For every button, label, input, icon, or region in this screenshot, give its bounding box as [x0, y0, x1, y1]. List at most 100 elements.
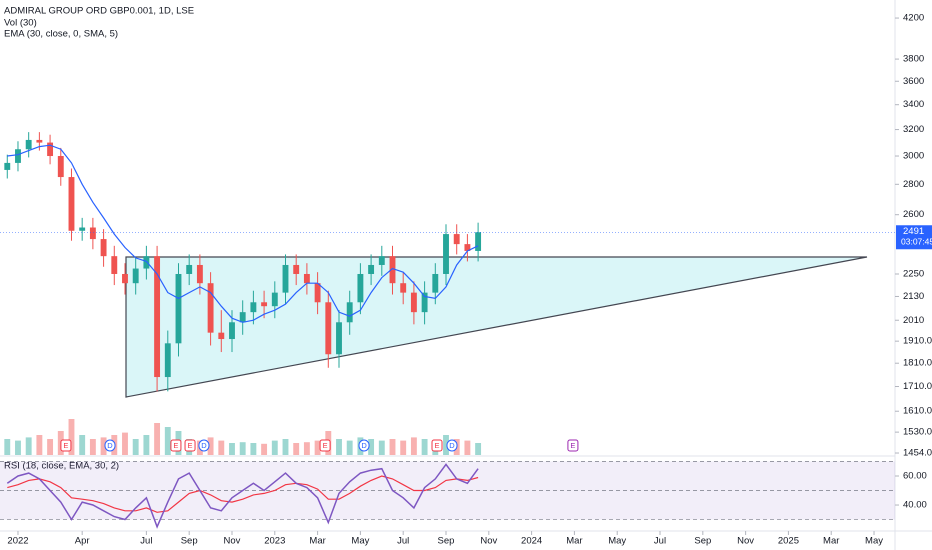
volume-bar [207, 437, 214, 455]
indicator-label: EMA (30, close, 0, SMA, 5) [4, 29, 118, 40]
candle-body [443, 234, 449, 274]
x-tick-label: 2024 [521, 536, 542, 547]
candle-body [229, 322, 235, 340]
candle-body [154, 256, 161, 378]
volume-bar [378, 440, 385, 455]
y-tick-label: 1610.0 [903, 406, 932, 417]
triangle-drawing [125, 256, 868, 398]
candle-body [271, 292, 278, 307]
y-tick-label: 3000 [903, 151, 924, 162]
y-tick-label: 1810.0 [903, 358, 932, 369]
candle-body [218, 332, 225, 340]
event-label: D [449, 441, 455, 450]
volume-bar [346, 440, 353, 455]
candle-body [68, 177, 75, 231]
candle-body [111, 256, 118, 274]
rsi-y-tick-label: 60.00 [903, 471, 927, 482]
event-marker [431, 439, 443, 452]
y-tick-label: 2010 [903, 315, 924, 326]
ema-line [7, 144, 479, 323]
event-marker [184, 439, 196, 452]
y-tick-label: 2250 [903, 269, 924, 280]
x-tick-label: Mar [566, 536, 582, 547]
y-tick-label: 4200 [903, 13, 924, 24]
volume-bar [421, 439, 428, 455]
volume-bar [239, 442, 246, 455]
volume-bar [132, 439, 139, 455]
volume-bar [410, 437, 417, 455]
y-tick-label: 1454.0 [903, 448, 932, 459]
candle-body [36, 139, 43, 143]
candle-body [293, 264, 300, 274]
candle-body [368, 264, 375, 274]
volume-bar [218, 440, 225, 455]
candle-body [164, 343, 171, 378]
candle-body [250, 302, 257, 313]
volume-bar [25, 437, 32, 455]
event-marker [319, 439, 331, 452]
volume-bar [464, 440, 471, 455]
event-marker [198, 439, 210, 452]
x-tick-label: 2022 [7, 536, 28, 547]
candle-body [47, 142, 54, 157]
candle-body [4, 162, 11, 170]
volume-bar [475, 443, 482, 455]
candle-body [79, 227, 86, 231]
candle-body [314, 283, 321, 303]
volume-bar [36, 435, 43, 455]
y-tick-label: 1710.0 [903, 381, 932, 392]
event-label: E [63, 441, 68, 450]
candle-body [357, 273, 364, 303]
y-tick-label: 2800 [903, 179, 924, 190]
event-marker [104, 439, 116, 452]
x-tick-label: Nov [737, 536, 754, 547]
volume-bar [314, 440, 321, 455]
volume-bar [389, 439, 396, 455]
x-tick-label: Jul [654, 536, 666, 547]
candle-body [25, 139, 32, 150]
volume-bar [4, 439, 11, 455]
candle-body [378, 256, 385, 265]
candle-body [389, 256, 396, 284]
candle-body [100, 239, 107, 257]
candle-body [89, 227, 96, 240]
y-tick-label: 3600 [903, 76, 924, 87]
volume-bar [100, 437, 107, 455]
event-label: D [201, 441, 207, 450]
volume-bar [89, 439, 96, 455]
last-price-box [896, 225, 932, 250]
candle-body [421, 292, 428, 313]
x-tick-label: Sep [694, 536, 711, 547]
candle-body [453, 234, 460, 245]
event-label: E [173, 441, 178, 450]
candle-body [186, 264, 193, 274]
y-tick-label: 1530.0 [903, 427, 932, 438]
x-tick-label: Jul [397, 536, 409, 547]
x-tick-label: 2025 [778, 536, 799, 547]
volume-bar [122, 432, 128, 455]
volume-bar [143, 435, 150, 455]
x-tick-label: May [608, 536, 626, 547]
volume-bar [293, 443, 300, 455]
x-tick-label: Mar [309, 536, 325, 547]
event-marker [567, 439, 579, 452]
candle-body [239, 312, 246, 323]
x-tick-label: Nov [224, 536, 241, 547]
event-label: E [323, 441, 328, 450]
rsi-y-tick-label: 40.00 [903, 500, 927, 511]
event-label: D [361, 441, 367, 450]
volume-bar [68, 419, 75, 455]
x-tick-label: Mar [823, 536, 839, 547]
volume-bar [164, 427, 171, 455]
volume-bar [443, 435, 449, 455]
y-tick-label: 3800 [903, 54, 924, 65]
candle-body [196, 264, 203, 284]
event-label: E [188, 441, 193, 450]
x-tick-label: Sep [181, 536, 198, 547]
volume-bar [271, 440, 278, 455]
rsi-line [6, 463, 479, 529]
y-tick-label: 2130 [903, 291, 924, 302]
candle-body [282, 264, 289, 293]
volume-bar [336, 439, 342, 455]
